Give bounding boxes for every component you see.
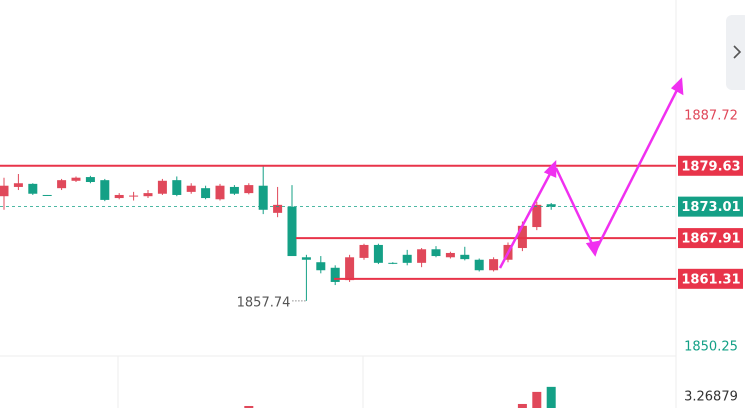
candle-body	[229, 186, 239, 194]
candle-body	[517, 225, 527, 249]
candle-body	[460, 254, 470, 260]
level-label-box	[678, 196, 743, 217]
level-label: 1861.31	[681, 272, 740, 287]
candle-body	[42, 194, 52, 196]
arrow	[594, 87, 680, 251]
candle-body	[402, 254, 412, 263]
level-label: 1873.01	[681, 200, 740, 215]
plot: 1857.74	[0, 155, 743, 408]
arrow-head	[670, 77, 684, 96]
volume-tick-label: 3.26879	[684, 390, 738, 405]
candle-body	[532, 204, 542, 228]
y-tick-label: 1850.25	[684, 340, 738, 355]
candle-body	[445, 252, 455, 258]
low-annotation: 1857.74	[237, 295, 291, 310]
volume-bar	[546, 386, 556, 408]
candle-body	[373, 244, 383, 263]
candle-body	[287, 206, 297, 257]
candle-body	[546, 204, 556, 207]
level-label-box	[678, 268, 743, 289]
candle-body	[345, 257, 355, 281]
arrow	[498, 171, 553, 269]
candle-body	[244, 185, 254, 194]
candle-body	[114, 194, 124, 199]
y-tick-label: 1887.72	[684, 108, 738, 123]
candle-body	[330, 267, 340, 282]
candle-body	[85, 177, 95, 183]
candle-body	[28, 183, 38, 194]
candle-body	[172, 180, 182, 195]
candle-body	[129, 195, 139, 197]
volume-bar	[244, 405, 254, 408]
candle-body	[431, 249, 441, 257]
candle-body	[71, 177, 81, 181]
arrow-head	[543, 159, 557, 178]
volume-bar	[517, 403, 527, 408]
candle-body	[143, 193, 153, 197]
level-label: 1879.63	[681, 159, 740, 174]
candle-body	[388, 262, 398, 264]
candle-body	[186, 185, 196, 192]
candle-body	[157, 180, 167, 194]
candle-body	[474, 259, 484, 271]
arrow	[554, 167, 596, 249]
candle-body	[316, 262, 326, 271]
candle-body	[301, 257, 311, 260]
level-label-box	[678, 155, 743, 176]
candle-body	[417, 249, 427, 263]
side-panel-button[interactable]	[726, 15, 745, 90]
candle-body	[273, 204, 283, 213]
level-label-box	[678, 228, 743, 249]
candle-body	[215, 185, 225, 200]
candle-body	[258, 185, 268, 210]
candle-body	[100, 180, 110, 200]
candle-body	[359, 244, 369, 258]
chevron-icon	[733, 45, 742, 59]
volume-bar	[532, 391, 542, 408]
candle-body	[13, 183, 23, 187]
arrow-head	[585, 240, 601, 257]
level-label: 1867.91	[681, 232, 740, 247]
candle-body	[201, 188, 211, 199]
forecast-arrows	[498, 77, 684, 269]
candle-body	[489, 259, 499, 271]
candle-body	[0, 185, 9, 197]
candle-body	[57, 180, 67, 189]
